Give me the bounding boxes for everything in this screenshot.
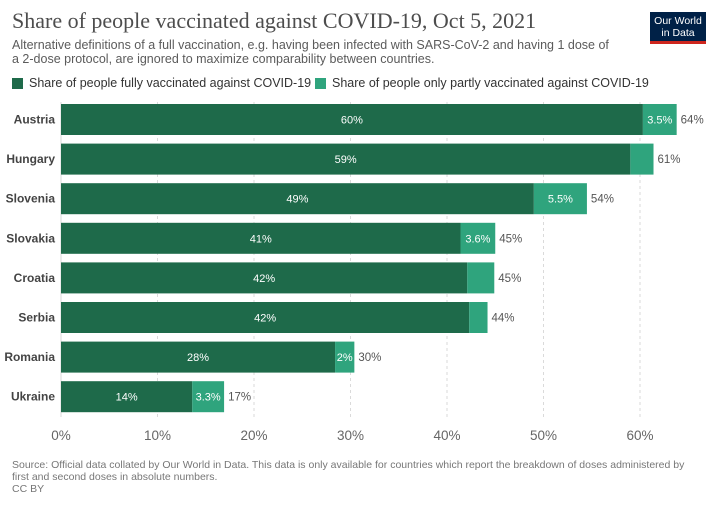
data-label-total: 17%: [228, 392, 251, 404]
data-label-total: 64%: [681, 115, 704, 127]
bar-partial: [335, 341, 355, 373]
data-label-total: 61%: [658, 154, 681, 166]
legend-swatch-partial: [315, 78, 326, 89]
category-label: Austria: [14, 113, 56, 127]
data-label-partial: 2%: [337, 352, 353, 364]
bar-partial: [533, 183, 587, 215]
bar-partial: [467, 262, 495, 294]
data-label-total: 45%: [499, 233, 522, 245]
bar-full: [61, 302, 470, 333]
data-label-full: 41%: [250, 233, 272, 245]
data-label-partial: 3.6%: [465, 233, 490, 245]
bar-partial: [642, 104, 677, 135]
bar-full: [61, 143, 631, 175]
bar-full: [61, 341, 336, 373]
x-tick-label: 30%: [337, 428, 364, 443]
chart-subtitle: Alternative definitions of a full vaccin…: [12, 38, 609, 66]
category-label: Slovenia: [6, 192, 56, 206]
data-label-full: 42%: [254, 313, 276, 325]
data-label-full: 28%: [187, 352, 209, 364]
category-label: Hungary: [6, 152, 55, 166]
x-tick-label: 50%: [530, 428, 557, 443]
legend-label-full: Share of people fully vaccinated against…: [29, 76, 312, 90]
license-note: CC BY: [12, 483, 45, 495]
bar-full: [61, 222, 461, 254]
x-tick-label: 20%: [240, 428, 267, 443]
bar-partial: [460, 222, 496, 254]
data-label-full: 14%: [116, 392, 138, 404]
bar-full: [61, 381, 193, 413]
data-label-partial: 5.5%: [548, 194, 573, 206]
bar-full: [61, 183, 534, 215]
chart-title: Share of people vaccinated against COVID…: [12, 8, 537, 33]
legend-label-partial: Share of people only partly vaccinated a…: [332, 76, 649, 90]
bar-chart: 0% 10% 20% 30% 40% 50% 60% Austria 60% 3.5% 64% Hun…: [4, 102, 704, 443]
bar-partial: [192, 381, 225, 413]
category-label: Croatia: [14, 271, 56, 285]
source-note: Source: Official data collated by Our Wo…: [12, 459, 685, 483]
legend-swatch-full: [12, 78, 23, 89]
x-tick-label: 10%: [144, 428, 171, 443]
logo-line-2: in Data: [661, 27, 695, 39]
data-label-full: 59%: [335, 154, 357, 166]
data-label-partial: 3.5%: [647, 115, 672, 127]
logo-line-1: Our World: [654, 15, 702, 27]
bar-full: [61, 262, 468, 294]
category-label: Romania: [4, 350, 55, 364]
x-tick-label: 60%: [626, 428, 653, 443]
bar-full: [61, 104, 643, 135]
data-label-full: 42%: [253, 273, 275, 285]
x-tick-label: 40%: [433, 428, 460, 443]
x-tick-label: 0%: [51, 428, 71, 443]
data-label-total: 54%: [591, 194, 614, 206]
data-label-total: 30%: [358, 352, 381, 364]
category-label: Slovakia: [6, 231, 55, 245]
bar-partial: [630, 143, 654, 175]
category-label: Serbia: [18, 311, 55, 325]
chart-footer: Source: Official data collated by Our Wo…: [12, 459, 702, 495]
owid-logo[interactable]: Our World in Data: [650, 12, 706, 44]
data-label-full: 60%: [341, 115, 363, 127]
data-label-total: 45%: [498, 273, 521, 285]
data-label-partial: 3.3%: [196, 392, 221, 404]
data-label-total: 44%: [492, 313, 515, 325]
bar-partial: [469, 302, 488, 333]
data-label-full: 49%: [286, 194, 308, 206]
category-label: Ukraine: [11, 390, 55, 404]
